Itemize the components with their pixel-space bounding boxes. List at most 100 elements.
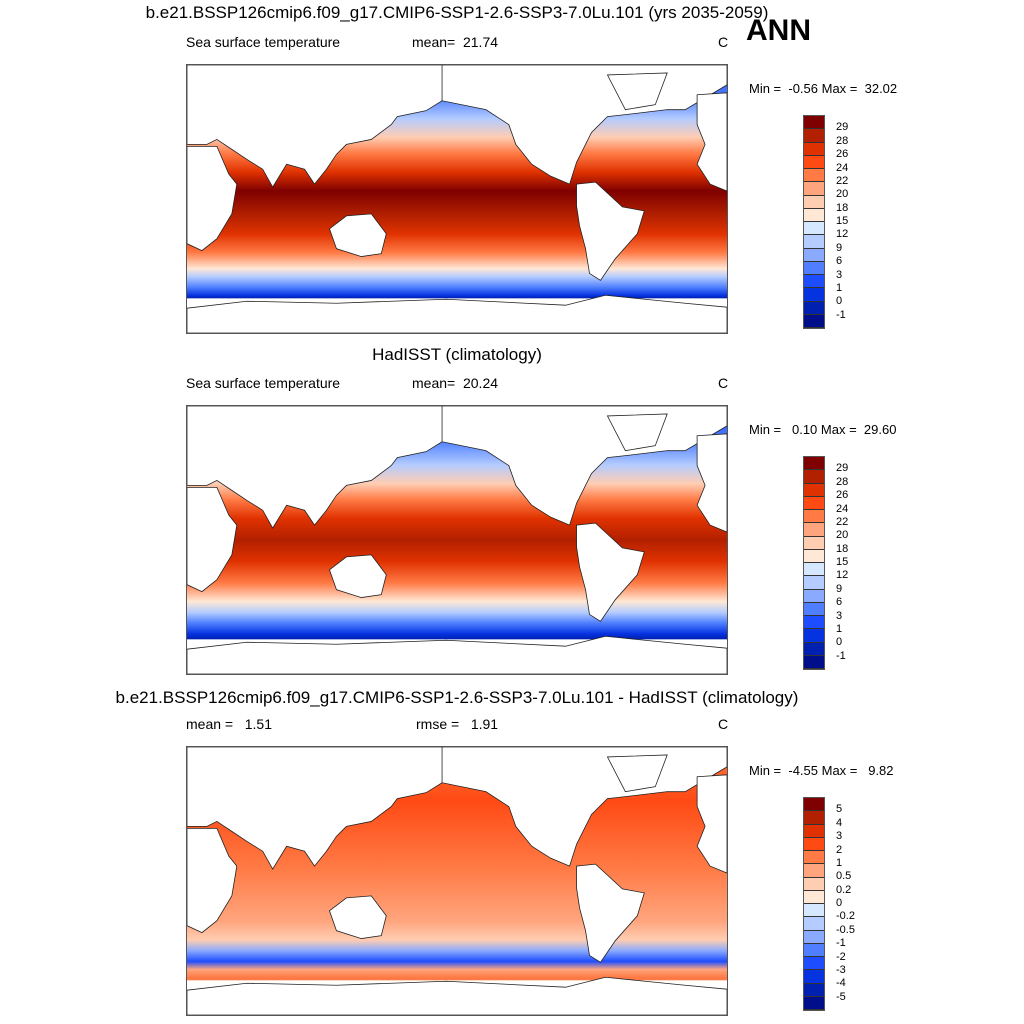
colorbar [803, 456, 825, 670]
colorbar-level-label: 6 [836, 255, 843, 268]
colorbar-swatch [804, 261, 824, 275]
colorbar-swatch [804, 523, 824, 537]
colorbar-level-label: 28 [836, 475, 849, 488]
colorbar-level-label: -2 [836, 950, 846, 963]
colorbar-level-label: 22 [836, 174, 849, 187]
colorbar-level-label: 26 [836, 148, 849, 161]
colorbar-swatch [804, 301, 824, 315]
colorbar-swatch [804, 222, 824, 236]
colorbar-swatch [804, 314, 824, 328]
map-panel [186, 64, 728, 334]
colorbar-swatch [804, 616, 824, 630]
colorbar-level-label: 3 [836, 830, 843, 843]
colorbar-swatch [804, 576, 824, 590]
colorbar-swatch [804, 155, 824, 169]
colorbar-level-label: 0 [836, 636, 843, 649]
colorbar-level-label: 9 [836, 582, 843, 595]
colorbar-swatch [804, 629, 824, 643]
colorbar-swatch [804, 864, 824, 878]
colorbar-swatch [804, 602, 824, 616]
colorbar-level-label: 18 [836, 542, 849, 555]
colorbar-swatch [804, 470, 824, 484]
units-label: C [718, 716, 729, 732]
colorbar-swatch [804, 142, 824, 156]
colorbar-level-label: -0.5 [836, 923, 855, 936]
colorbar-level-label: 5 [836, 803, 843, 816]
colorbar-swatch [804, 483, 824, 497]
colorbar-level-label: 24 [836, 161, 849, 174]
colorbar-level-label: 0.2 [836, 883, 852, 896]
colorbar [803, 115, 825, 329]
panel-title: HadISST (climatology) [372, 345, 542, 364]
colorbar-level-label: -1 [836, 937, 846, 950]
units-label: C [718, 34, 729, 50]
colorbar-level-label: -1 [836, 308, 846, 321]
min-max-label: Min = -4.55 Max = 9.82 [749, 763, 894, 778]
colorbar [803, 797, 825, 1011]
colorbar-level-label: 3 [836, 609, 843, 622]
colorbar-swatch [804, 235, 824, 249]
map-panel [186, 405, 728, 675]
colorbar-swatch [804, 890, 824, 904]
colorbar-swatch [804, 248, 824, 262]
colorbar-swatch [804, 943, 824, 957]
sst-map [186, 746, 728, 1016]
colorbar-swatch [804, 837, 824, 851]
colorbar-swatch [804, 182, 824, 196]
colorbar-swatch [804, 983, 824, 997]
colorbar-swatch [804, 129, 824, 143]
sst-map [186, 64, 728, 334]
colorbar-swatch [804, 536, 824, 550]
colorbar-level-label: 2 [836, 843, 843, 856]
colorbar-swatch [804, 195, 824, 209]
colorbar-level-label: 26 [836, 489, 849, 502]
colorbar-level-label: 1 [836, 622, 843, 635]
left-label: Sea surface temperature [186, 375, 341, 391]
colorbar-level-label: 29 [836, 121, 849, 134]
colorbar-level-label: 20 [836, 529, 849, 542]
colorbar-level-label: 18 [836, 201, 849, 214]
colorbar-swatch [804, 549, 824, 563]
center-label: mean= 20.24 [412, 375, 499, 391]
season-label: ANN [746, 14, 811, 47]
colorbar-level-label: 24 [836, 502, 849, 515]
units-label: C [718, 375, 729, 391]
colorbar-swatch [804, 917, 824, 931]
colorbar-level-label: 9 [836, 241, 843, 254]
colorbar-level-label: -3 [836, 963, 846, 976]
colorbar-swatch [804, 904, 824, 918]
colorbar-swatch [804, 970, 824, 984]
colorbar-swatch [804, 655, 824, 669]
colorbar-level-label: 3 [836, 268, 843, 281]
center-label: mean= 21.74 [412, 34, 499, 50]
colorbar-swatch [804, 208, 824, 222]
colorbar-level-label: -5 [836, 990, 846, 1003]
colorbar-swatch [804, 510, 824, 524]
colorbar-level-label: 12 [836, 228, 849, 241]
colorbar-level-label: -4 [836, 977, 846, 990]
panel-title: b.e21.BSSP126cmip6.f09_g17.CMIP6-SSP1-2.… [115, 688, 799, 707]
colorbar-swatch [804, 996, 824, 1010]
colorbar-level-label: 20 [836, 188, 849, 201]
colorbar-swatch [804, 811, 824, 825]
colorbar-level-label: 1 [836, 856, 843, 869]
colorbar-swatch [804, 851, 824, 865]
colorbar-swatch [804, 798, 824, 812]
left-label: mean = 1.51 [186, 716, 273, 732]
colorbar-swatch [804, 563, 824, 577]
colorbar-swatch [804, 957, 824, 971]
colorbar-level-label: -1 [836, 649, 846, 662]
center-label: rmse = 1.91 [416, 716, 499, 732]
sst-map [186, 405, 728, 675]
colorbar-level-label: 12 [836, 569, 849, 582]
colorbar-level-label: 15 [836, 556, 849, 568]
colorbar-swatch [804, 930, 824, 944]
colorbar-swatch [804, 877, 824, 891]
colorbar-swatch [804, 642, 824, 656]
colorbar-level-label: 4 [836, 816, 843, 829]
colorbar-level-label: 0 [836, 295, 843, 308]
colorbar-swatch [804, 288, 824, 302]
colorbar-level-label: 1 [836, 281, 843, 294]
panel-title: b.e21.BSSP126cmip6.f09_g17.CMIP6-SSP1-2.… [145, 3, 769, 22]
